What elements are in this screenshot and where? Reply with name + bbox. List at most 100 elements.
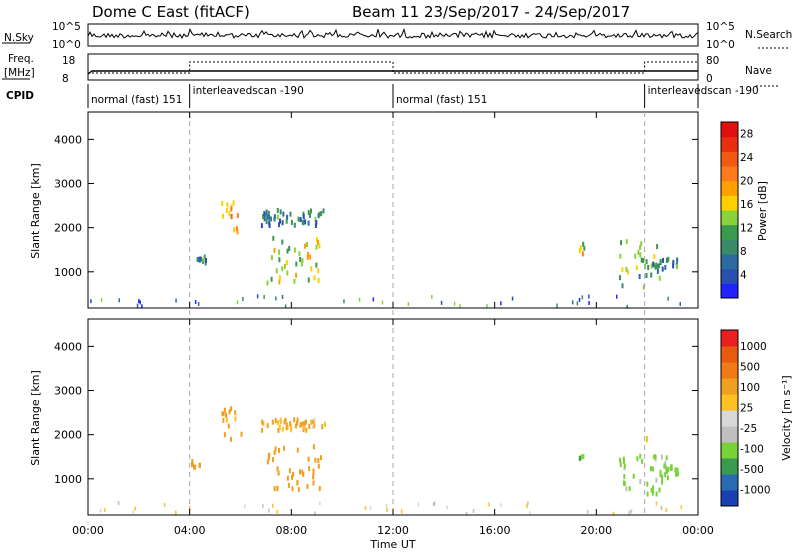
colorbar-tick-label: 28 <box>740 129 753 141</box>
range-cell <box>313 275 316 281</box>
range-cell <box>663 463 666 469</box>
range-cell <box>228 211 231 217</box>
range-cell <box>222 417 225 423</box>
range-cell <box>228 409 231 415</box>
colorbar-tick-label: 4 <box>740 270 747 282</box>
range-cell <box>459 304 461 309</box>
range-cell <box>661 479 664 485</box>
colorbar-swatch <box>721 490 738 507</box>
range-cell <box>623 459 625 465</box>
range-cell <box>299 217 302 223</box>
range-cell <box>276 466 279 472</box>
y-tick-label: 4000 <box>54 133 82 146</box>
range-cell <box>639 453 642 459</box>
range-cell <box>646 491 649 497</box>
range-cell <box>440 300 443 305</box>
range-cell <box>118 298 120 303</box>
range-cell <box>286 270 289 276</box>
power-yticks: 1000 2000 3000 4000 <box>54 133 698 279</box>
x-tick-label: 16:00 <box>479 524 511 537</box>
colorbar-swatch <box>721 239 738 255</box>
range-cell <box>138 299 140 304</box>
range-cell <box>202 256 205 262</box>
range-cell <box>632 473 635 479</box>
range-cell <box>203 254 206 260</box>
range-cell <box>297 487 300 492</box>
range-cell <box>194 464 197 470</box>
range-cell <box>654 454 657 460</box>
range-cell <box>273 450 276 456</box>
range-cell <box>273 486 276 492</box>
range-cell <box>244 504 246 509</box>
colorbar-frame <box>720 121 739 299</box>
nsky-trace <box>87 27 699 40</box>
range-cell <box>664 264 667 270</box>
range-cell <box>386 507 388 512</box>
range-cell <box>627 269 629 275</box>
range-cell <box>261 419 264 425</box>
range-cell <box>653 254 656 260</box>
range-cell <box>664 472 667 478</box>
range-cell <box>281 294 284 299</box>
range-cell <box>625 239 628 245</box>
cpid-segment-label: interleavedscan -190 <box>648 85 759 97</box>
range-cell <box>656 268 659 274</box>
range-cell <box>432 502 435 507</box>
range-cell <box>309 213 311 218</box>
range-cell <box>309 254 312 260</box>
range-cell <box>665 508 667 513</box>
range-cell <box>301 258 304 264</box>
range-cell <box>297 216 300 222</box>
range-cell <box>667 256 670 262</box>
range-cell <box>645 436 648 441</box>
range-cell <box>141 304 143 309</box>
range-cell <box>318 243 321 249</box>
range-cell <box>312 480 315 486</box>
y-tick-label: 2000 <box>54 429 82 442</box>
range-cell <box>317 239 319 245</box>
range-cell <box>298 251 301 257</box>
range-cell <box>276 486 279 492</box>
range-cell <box>625 486 628 492</box>
range-cell <box>290 427 293 433</box>
range-cell <box>666 475 669 481</box>
range-cell <box>266 459 269 465</box>
range-cell <box>650 263 653 269</box>
range-cell <box>302 214 305 220</box>
range-cell <box>277 427 280 433</box>
range-cell <box>314 511 316 516</box>
range-cell <box>268 220 271 226</box>
range-cell <box>300 261 303 267</box>
range-cell <box>306 483 309 489</box>
range-cell <box>295 261 298 267</box>
range-cell <box>292 472 295 477</box>
range-cell <box>240 431 243 437</box>
range-cell <box>100 298 103 303</box>
range-cell <box>317 268 320 274</box>
range-cell <box>582 241 585 247</box>
nsky-label: N.Sky <box>4 32 34 44</box>
range-cell <box>616 294 618 299</box>
colorbar-swatch <box>721 210 738 226</box>
range-cell <box>637 249 640 255</box>
freq-tick-top: 18 <box>62 55 75 67</box>
colorbar-frame <box>720 329 739 507</box>
range-cell <box>265 209 268 215</box>
velocity-yticks: 1000 2000 3000 4000 <box>54 340 698 486</box>
range-cell <box>665 257 668 263</box>
y-tick-label: 3000 <box>54 385 82 398</box>
range-cell <box>99 508 102 513</box>
range-cell <box>486 304 488 309</box>
range-cell <box>281 266 284 272</box>
range-cell <box>233 227 236 233</box>
range-cell <box>175 510 177 515</box>
range-cell <box>527 501 529 506</box>
range-cell <box>223 432 226 438</box>
range-cell <box>277 420 280 426</box>
colorbar-swatch <box>721 378 738 395</box>
colorbar-tick-label: 1000 <box>740 341 767 353</box>
range-cell <box>285 260 288 266</box>
colorbar-swatch <box>721 330 738 347</box>
colorbar-swatch <box>721 122 738 138</box>
range-cell <box>312 444 315 450</box>
